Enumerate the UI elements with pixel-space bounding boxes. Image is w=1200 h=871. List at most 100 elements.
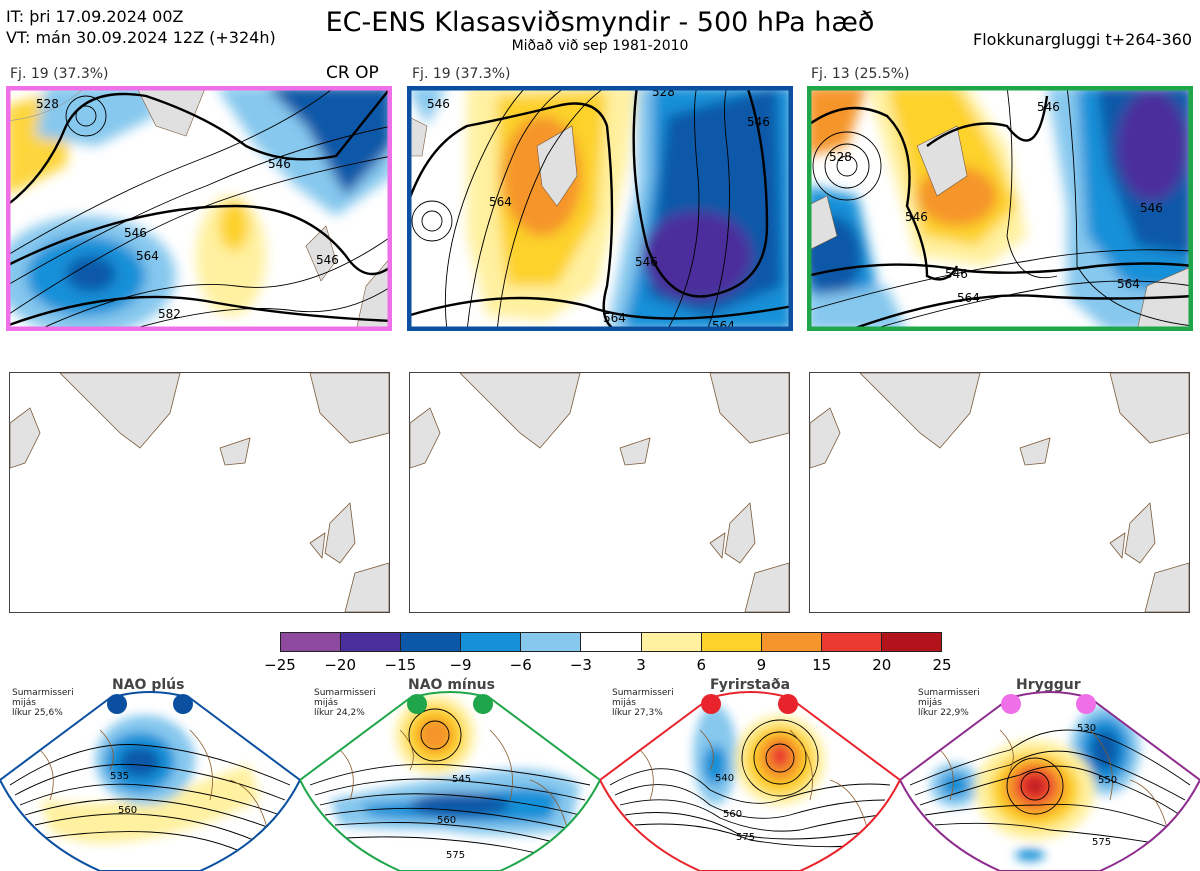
- panel-1-tag: CR OP: [326, 63, 379, 83]
- contour-label: 546: [945, 267, 968, 281]
- regime-contour-label: 560: [118, 805, 137, 816]
- regime-4-title: Hryggur: [1016, 677, 1081, 693]
- regime-indicator-dot: [107, 694, 127, 714]
- contour-label: 528: [829, 150, 852, 164]
- regime-indicator-dot: [701, 694, 721, 714]
- regime-season: Sumarmisseri: [12, 688, 74, 698]
- initial-time: IT: þri 17.09.2024 00Z: [6, 7, 184, 26]
- regime-contour-label: 535: [110, 771, 129, 782]
- regime-indicator-dot: [1001, 694, 1021, 714]
- page-subtitle: Miðað við sep 1981-2010: [511, 38, 689, 54]
- colorbar-tick-label: 20: [872, 656, 892, 674]
- contour-label: 546: [1140, 201, 1163, 215]
- regime-avg: mijás: [612, 698, 636, 708]
- contour-label: 564: [489, 195, 512, 209]
- contour-label: 582: [158, 307, 181, 321]
- contour-label: 564: [1117, 277, 1140, 291]
- regime-probability: líkur 22,9%: [918, 708, 969, 718]
- regime-indicator-dot: [778, 694, 798, 714]
- regime-1-info: Sumarmisseri mijás líkur 25,6%: [12, 688, 74, 718]
- contour-label: 564: [957, 291, 980, 305]
- regime-3-map: 540 560 575: [600, 691, 900, 871]
- cluster-map-1: 546 546 564 546 582 528: [6, 86, 392, 331]
- panel-3-label: Fj. 13 (25.5%): [811, 66, 910, 82]
- regime-probability: líkur 25,6%: [12, 708, 63, 718]
- empty-map-1: [9, 372, 390, 613]
- regime-4-map: 530 550 575: [900, 691, 1200, 871]
- colorbar-segment: [821, 633, 882, 651]
- regime-probability: líkur 27,3%: [612, 708, 663, 718]
- colorbar-tick-label: −6: [509, 656, 532, 674]
- empty-map-2: [409, 372, 790, 613]
- regime-contour-label: 545: [452, 774, 471, 785]
- colorbar-tick-label: 6: [696, 656, 707, 674]
- contour-label: 546: [124, 226, 147, 240]
- contour-label: 546: [747, 115, 770, 129]
- colorbar-segment: [401, 633, 462, 651]
- contour-label: 546: [905, 210, 928, 224]
- contour-label: 546: [1037, 100, 1060, 114]
- regime-avg: mijás: [314, 698, 338, 708]
- panel-border: [407, 86, 793, 331]
- contour-label: 564: [603, 311, 626, 325]
- regime-contour-label: 575: [446, 850, 465, 861]
- colorbar-segment: [641, 633, 702, 651]
- colorbar-tick-label: 25: [932, 656, 952, 674]
- regime-3-title: Fyrirstaða: [710, 677, 791, 693]
- empty-map-3: [809, 372, 1190, 613]
- colorbar-tick-label: −15: [384, 656, 417, 674]
- panel-border: [807, 86, 1193, 331]
- regime-season: Sumarmisseri: [612, 688, 674, 698]
- regime-contour-label: 575: [736, 832, 755, 843]
- regime-4-info: Sumarmisseri mijás líkur 22,9%: [918, 688, 980, 718]
- header-times: IT: þri 17.09.2024 00Z VT: mán 30.09.202…: [6, 6, 276, 48]
- colorbar-tick-label: −3: [569, 656, 592, 674]
- colorbar-segment: [281, 633, 342, 651]
- contour-label: 546: [427, 97, 450, 111]
- regime-probability: líkur 24,2%: [314, 708, 365, 718]
- regime-1-title: NAO plús: [112, 677, 185, 693]
- regime-contour-label: 550: [1098, 775, 1117, 786]
- panel-1-label: Fj. 19 (37.3%): [10, 66, 109, 82]
- regime-contour-label: 560: [437, 815, 456, 826]
- colorbar-segment: [581, 633, 642, 651]
- colorbar-segment: [521, 633, 582, 651]
- colorbar-segment: [461, 633, 522, 651]
- contour-label: 546: [268, 157, 291, 171]
- panel-2-label: Fj. 19 (37.3%): [412, 66, 511, 82]
- classification-window: Flokkunargluggi t+264-360: [973, 30, 1192, 49]
- regime-contour-label: 575: [1092, 837, 1111, 848]
- colorbar-tick-label: −9: [449, 656, 472, 674]
- contour-label: 546: [316, 253, 339, 267]
- regime-contour-label: 560: [723, 809, 742, 820]
- regime-indicator-dot: [407, 694, 427, 714]
- regime-contour-label: 540: [715, 773, 734, 784]
- regime-indicator-dot: [473, 694, 493, 714]
- regime-avg: mijás: [12, 698, 36, 708]
- regime-2-title: NAO mínus: [408, 677, 495, 693]
- valid-time: VT: mán 30.09.2024 12Z (+324h): [6, 28, 276, 47]
- contour-label: 546: [635, 255, 658, 269]
- page-title: EC-ENS Klasasviðsmyndir - 500 hPa hæð: [325, 7, 875, 38]
- regime-indicator-dot: [173, 694, 193, 714]
- cluster-map-3: 546 528 546 546 546 564 564: [807, 86, 1193, 331]
- panel-border: [6, 86, 392, 331]
- colorbar-segment: [761, 633, 822, 651]
- colorbar-tick-label: −25: [264, 656, 296, 674]
- regime-avg: mijás: [918, 698, 942, 708]
- contour-label: 528: [36, 97, 59, 111]
- regime-contour-label: 530: [1077, 723, 1096, 734]
- colorbar-tick-label: 15: [812, 656, 832, 674]
- colorbar-tick-label: 3: [636, 656, 646, 674]
- colorbar-tick-label: 9: [756, 656, 767, 674]
- colorbar-segment: [881, 633, 942, 651]
- regime-1-map: 535 560: [0, 691, 300, 871]
- regime-3-info: Sumarmisseri mijás líkur 27,3%: [612, 688, 674, 718]
- colorbar-tick-label: −20: [324, 656, 356, 674]
- regime-season: Sumarmisseri: [314, 688, 376, 698]
- regime-2-map: 545 560 575: [300, 691, 600, 871]
- cluster-map-2: 546 564 528 546 546 564 564: [407, 86, 793, 331]
- colorbar: [280, 632, 942, 652]
- contour-label: 564: [136, 249, 159, 263]
- colorbar-segment: [701, 633, 762, 651]
